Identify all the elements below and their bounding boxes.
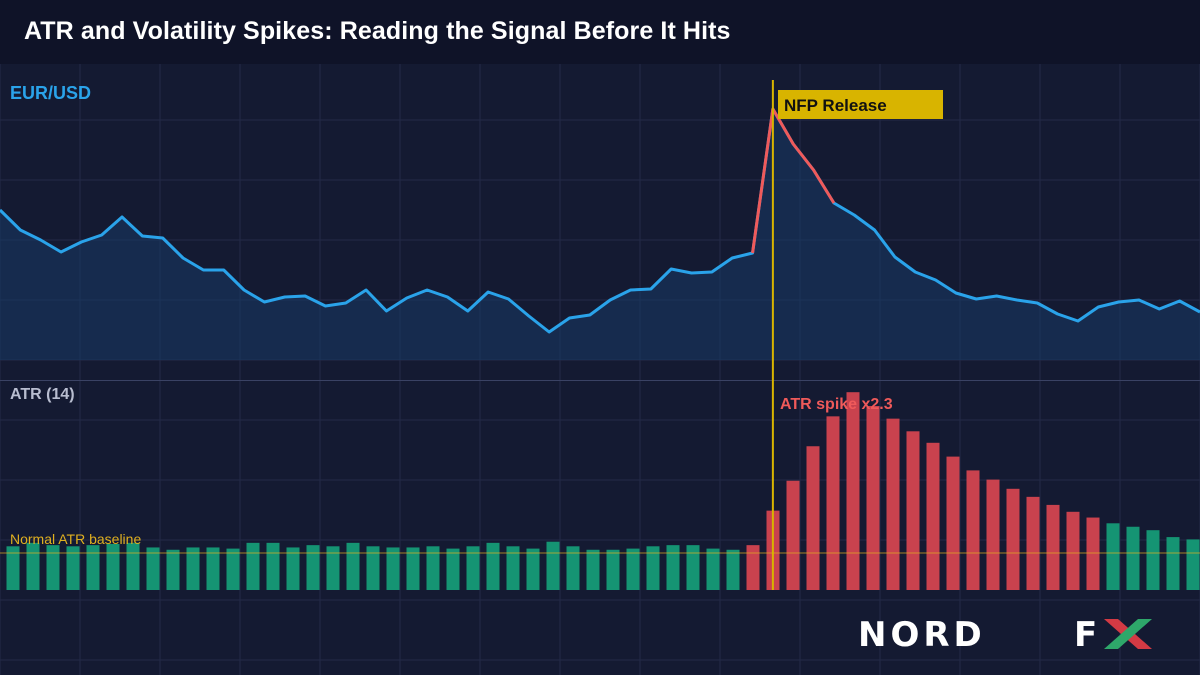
atr-bar	[386, 547, 400, 590]
nordfx-logo: NORD F	[858, 615, 1152, 654]
atr-bar	[306, 545, 320, 590]
atr-bar	[546, 541, 560, 590]
price-series-label: EUR/USD	[10, 83, 91, 103]
atr-bar	[966, 470, 980, 590]
atr-bar	[906, 431, 920, 590]
atr-bar	[426, 546, 440, 590]
atr-bar	[6, 546, 20, 590]
atr-bar	[206, 547, 220, 590]
atr-bar	[366, 546, 380, 590]
atr-bar	[326, 546, 340, 590]
atr-bar	[26, 542, 40, 590]
logo-text-f: F	[1074, 615, 1097, 654]
atr-bar	[66, 546, 80, 590]
atr-bar	[406, 547, 420, 590]
atr-bars	[6, 392, 1200, 590]
atr-bar	[466, 546, 480, 590]
price-line	[0, 107, 1200, 334]
atr-bar	[446, 548, 460, 590]
atr-bar	[686, 545, 700, 590]
atr-bar	[946, 456, 960, 590]
event-label: NFP Release	[784, 96, 887, 115]
chart-area: NFP Release EUR/USD ATR (14) ATR spike x…	[0, 64, 1200, 675]
atr-bar	[166, 549, 180, 590]
atr-bar	[1066, 511, 1080, 590]
atr-bar	[746, 545, 760, 590]
atr-bar	[246, 542, 260, 590]
atr-bar	[1146, 530, 1160, 590]
panel-divider	[0, 380, 1200, 381]
chart-grid	[0, 64, 1200, 675]
atr-bar	[506, 546, 520, 590]
atr-bar	[606, 549, 620, 590]
atr-bar	[186, 547, 200, 590]
atr-bar	[266, 542, 280, 590]
atr-bar	[1006, 488, 1020, 590]
atr-bar	[1046, 504, 1060, 590]
atr-bar	[1186, 539, 1200, 590]
atr-bar	[1086, 517, 1100, 590]
page-title: ATR and Volatility Spikes: Reading the S…	[24, 17, 731, 45]
atr-bar	[706, 548, 720, 590]
atr-bar	[626, 548, 640, 590]
atr-bar	[986, 479, 1000, 590]
atr-bar	[926, 442, 940, 590]
price-area-fill	[0, 109, 1200, 360]
atr-bar	[786, 480, 800, 590]
atr-bar	[526, 548, 540, 590]
atr-bar	[1166, 537, 1180, 590]
price-spike-line	[751, 107, 836, 254]
atr-bar	[586, 549, 600, 590]
atr-bar	[46, 545, 60, 590]
atr-bar	[1106, 523, 1120, 590]
atr-bar	[826, 416, 840, 590]
atr-bar	[646, 546, 660, 590]
header-bar: ATR and Volatility Spikes: Reading the S…	[0, 0, 1200, 64]
atr-series-label: ATR (14)	[10, 386, 75, 403]
atr-bar	[126, 542, 140, 590]
atr-bar	[346, 542, 360, 590]
atr-bar	[86, 545, 100, 590]
atr-bar	[486, 542, 500, 590]
atr-bar	[286, 547, 300, 590]
atr-bar	[566, 546, 580, 590]
atr-bar	[866, 406, 880, 590]
logo-text-nord: NORD	[858, 615, 986, 654]
atr-bar	[886, 418, 900, 590]
atr-bar	[846, 392, 860, 590]
atr-bar	[226, 548, 240, 590]
atr-bar	[1126, 526, 1140, 590]
atr-spike-label: ATR spike x2.3	[780, 396, 893, 413]
atr-bar	[1026, 496, 1040, 590]
atr-baseline-label: Normal ATR baseline	[10, 531, 141, 547]
atr-bar	[806, 446, 820, 590]
event-label-box	[778, 90, 943, 119]
atr-bar	[106, 544, 120, 590]
logo-x-mark	[1104, 619, 1152, 649]
atr-bar	[146, 547, 160, 590]
atr-bar	[666, 545, 680, 590]
atr-bar	[726, 549, 740, 590]
